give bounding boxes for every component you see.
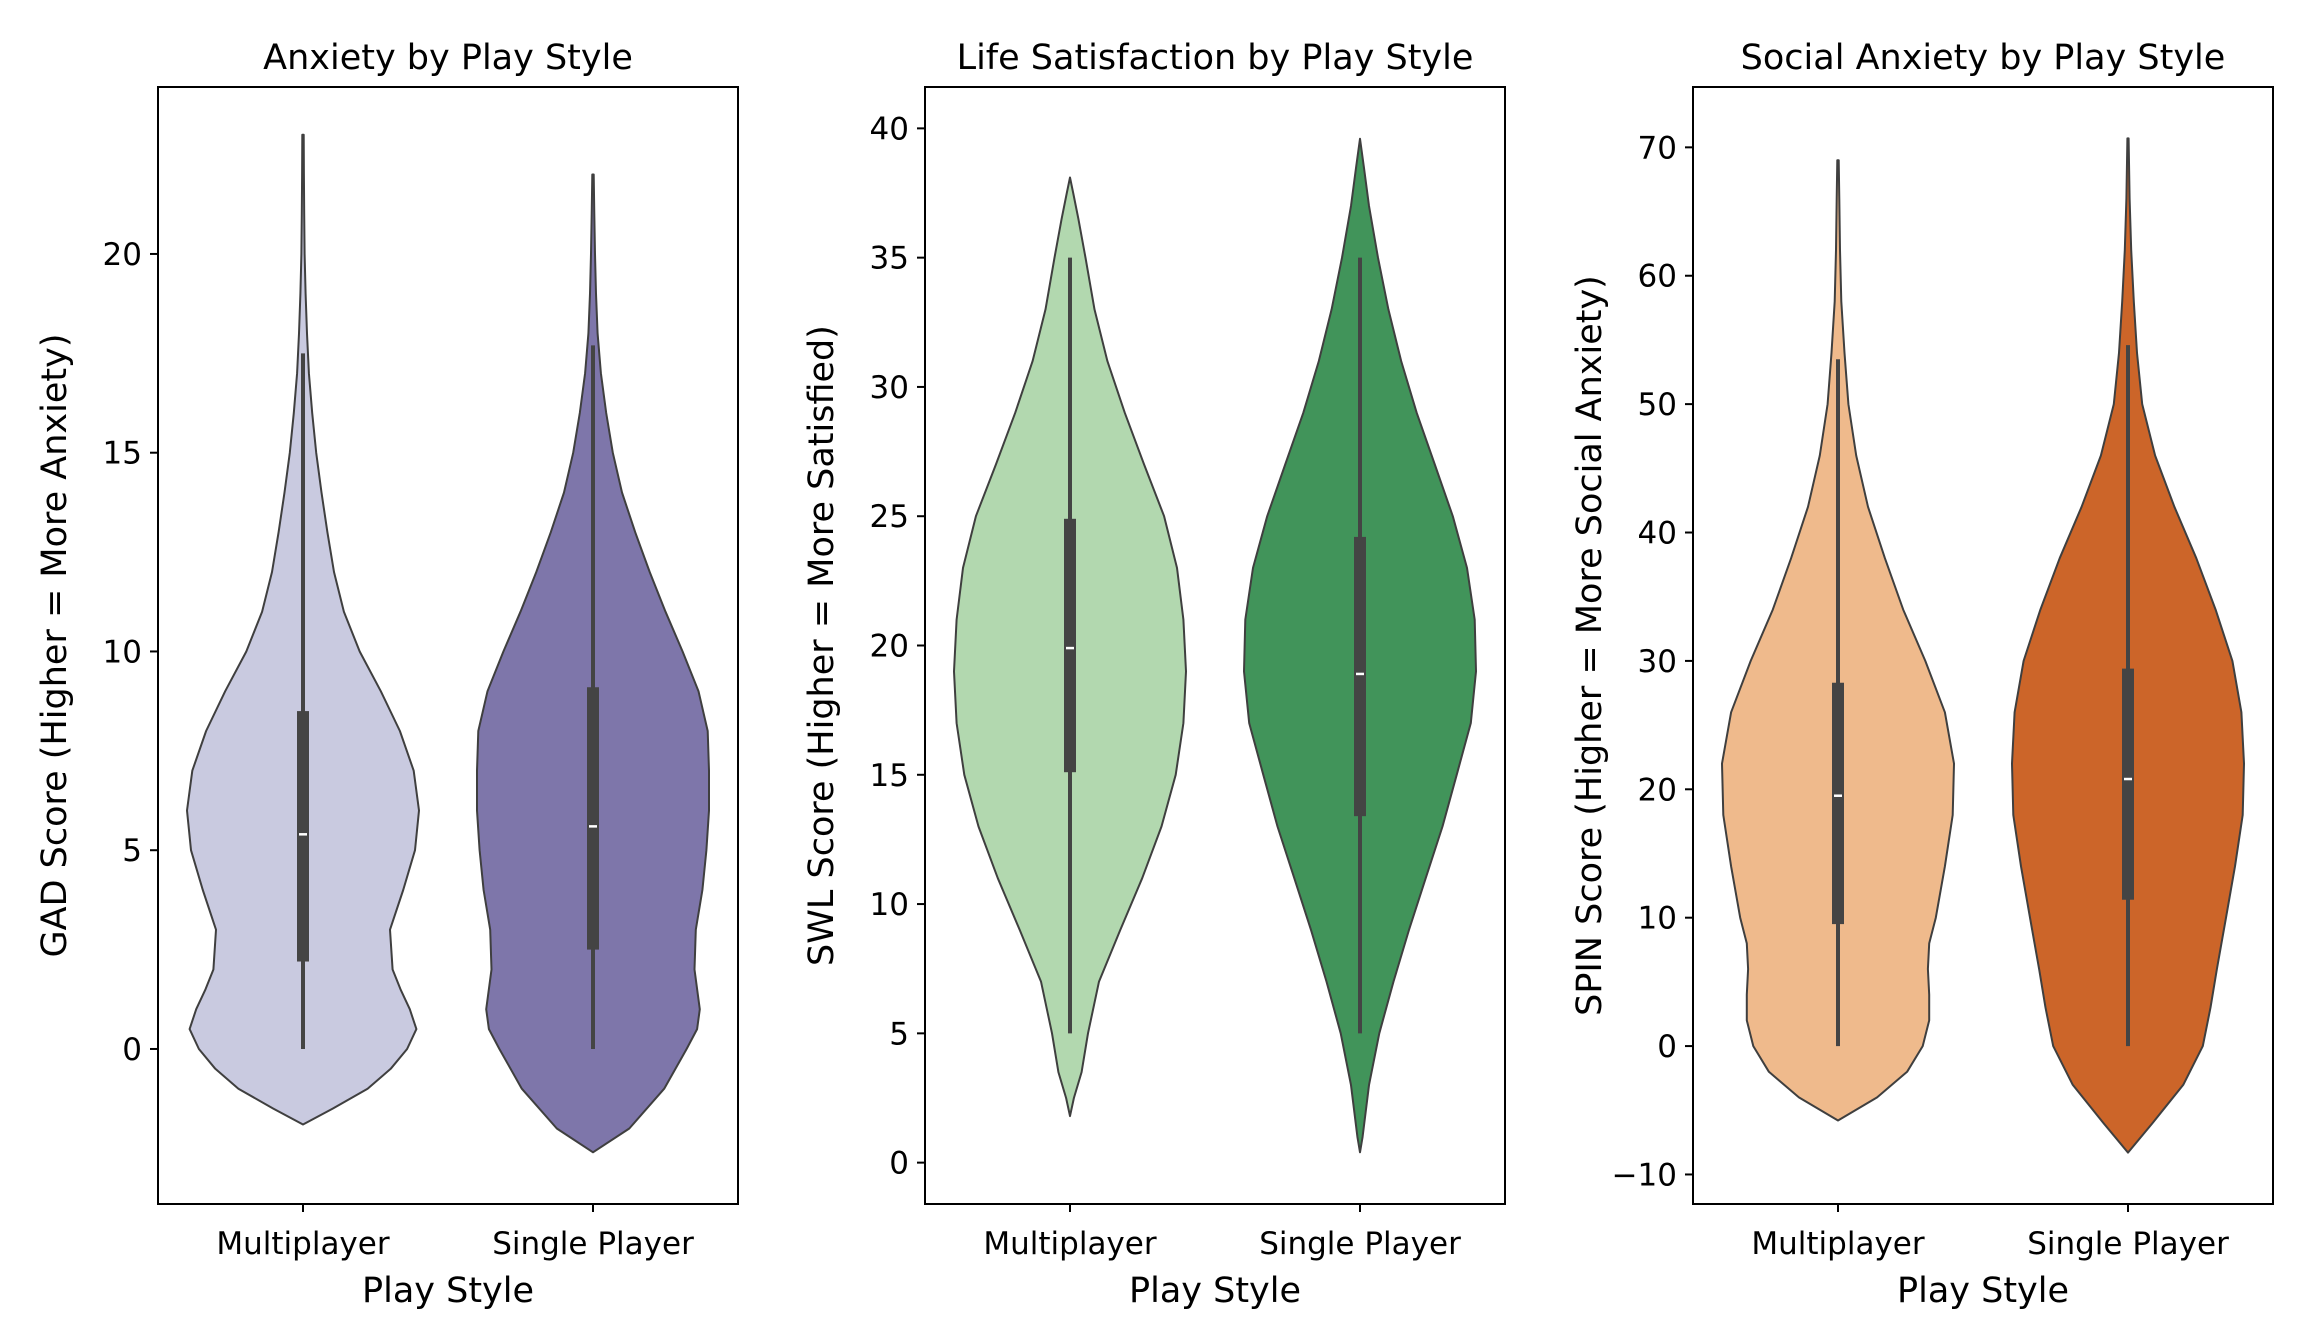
y-tick-label: 10 xyxy=(870,887,909,923)
plot-frame xyxy=(1692,86,2274,1205)
y-tick-label: 30 xyxy=(1638,644,1677,680)
y-tick-label: 10 xyxy=(103,634,142,670)
x-tick-label: Multiplayer xyxy=(983,1226,1156,1262)
y-tick-label: 0 xyxy=(122,1032,142,1068)
x-tick-label: Multiplayer xyxy=(216,1226,389,1262)
iqr-box xyxy=(1064,518,1076,773)
y-tick-label: 20 xyxy=(870,629,909,665)
chart-title: Life Satisfaction by Play Style xyxy=(957,38,1474,78)
x-axis-label: Play Style xyxy=(1897,1271,2069,1311)
y-tick-label: 40 xyxy=(870,111,909,147)
y-axis-label: SWL Score (Higher = More Satisfied) xyxy=(802,325,842,966)
y-tick-label: 30 xyxy=(870,370,909,406)
y-tick-label: 0 xyxy=(889,1146,909,1182)
y-tick-label: 70 xyxy=(1638,130,1677,166)
iqr-box xyxy=(587,687,599,950)
y-tick-label: 40 xyxy=(1638,516,1677,552)
y-tick-label: 5 xyxy=(122,833,142,869)
y-axis-label: GAD Score (Higher = More Anxiety) xyxy=(35,334,75,958)
y-tick-label: 15 xyxy=(870,758,909,794)
x-tick-label: Single Player xyxy=(2027,1226,2229,1262)
iqr-box xyxy=(1354,536,1366,817)
y-tick-label: −10 xyxy=(1612,1157,1677,1193)
y-tick-label: 25 xyxy=(870,499,909,535)
iqr-box xyxy=(297,711,309,962)
y-tick-label: 5 xyxy=(889,1016,909,1052)
x-tick-label: Single Player xyxy=(492,1226,694,1262)
x-tick-label: Multiplayer xyxy=(1751,1226,1924,1262)
y-tick-label: 0 xyxy=(1657,1029,1677,1065)
plot-frame xyxy=(157,86,739,1205)
x-axis-label: Play Style xyxy=(362,1271,534,1311)
x-axis-label: Play Style xyxy=(1129,1271,1301,1311)
y-tick-label: 20 xyxy=(103,237,142,273)
y-tick-label: 10 xyxy=(1638,901,1677,937)
y-tick-label: 60 xyxy=(1638,259,1677,295)
y-tick-label: 15 xyxy=(103,436,142,472)
y-tick-label: 20 xyxy=(1638,772,1677,808)
chart-title: Social Anxiety by Play Style xyxy=(1741,38,2226,78)
iqr-box xyxy=(1832,682,1844,925)
y-axis-label: SPIN Score (Higher = More Social Anxiety… xyxy=(1570,275,1610,1016)
panel-life-satisfaction: Life Satisfaction by Play Style Play Sty… xyxy=(802,38,1506,1311)
y-tick-label: 35 xyxy=(870,241,909,277)
panel-social-anxiety: Social Anxiety by Play Style Play Style … xyxy=(1570,38,2274,1311)
y-tick-label: 50 xyxy=(1638,387,1677,423)
iqr-box xyxy=(2122,668,2134,900)
panel-anxiety: Anxiety by Play Style Play Style GAD Sco… xyxy=(35,38,739,1311)
chart-title: Anxiety by Play Style xyxy=(263,38,633,78)
x-tick-label: Single Player xyxy=(1259,1226,1461,1262)
